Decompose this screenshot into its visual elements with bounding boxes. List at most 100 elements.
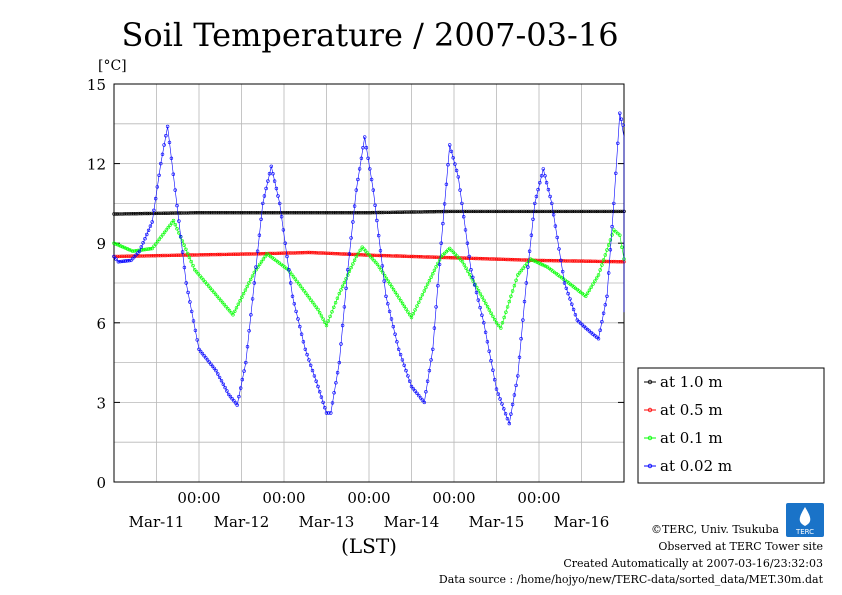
data-point [184,211,189,215]
data-point [142,211,146,216]
data-point [512,393,517,397]
data-point [289,281,293,285]
data-point [577,259,582,263]
data-point [342,252,347,256]
data-point [254,211,258,215]
data-point [224,252,229,257]
data-point [253,252,257,256]
data-point [340,284,345,288]
data-point [556,259,561,263]
footer-created: Created Automatically at 2007-03-16/23:3… [563,557,823,570]
data-point [427,210,431,214]
data-point [482,257,486,261]
data-point [504,310,508,314]
data-point [344,252,348,256]
data-point [242,252,247,256]
data-point [621,123,625,127]
data-point [465,241,470,245]
data-point [334,381,338,385]
terc-logo: TERC [786,503,824,537]
data-point [610,233,614,237]
data-point [315,211,320,215]
data-point [337,252,341,256]
data-point [351,211,355,215]
data-point [464,209,469,214]
data-point [301,211,306,215]
data-point [477,256,481,261]
data-point [539,174,544,178]
data-point [379,268,383,272]
data-point [292,302,296,306]
data-point [241,291,246,296]
data-point [181,211,185,215]
footer-copyright: ©TERC, Univ. Tsukuba [651,523,779,536]
data-point [614,171,618,176]
y-tick-label: 12 [87,156,106,174]
data-point [330,211,334,215]
data-point [445,209,449,214]
data-point [455,254,459,258]
data-point [608,238,613,242]
data-point [148,247,153,251]
data-point [233,309,237,313]
data-point [169,211,173,215]
data-point [191,319,196,323]
data-point [516,273,520,277]
data-point [505,305,510,309]
data-point [494,321,499,325]
data-point [314,305,318,309]
data-point [215,252,220,257]
data-point [425,255,430,259]
data-point [532,259,536,263]
data-point [620,209,624,214]
data-point [160,211,164,216]
data-point [321,211,325,215]
data-point [501,257,506,261]
data-point [471,275,475,279]
data-point [267,172,272,176]
data-point [505,417,510,421]
data-point [447,209,451,214]
data-point [346,268,350,272]
data-point [219,379,224,383]
data-point [362,247,366,251]
data-point [193,328,198,333]
data-point [165,211,169,215]
data-point [422,210,426,214]
data-point [570,302,574,306]
data-point [124,246,128,251]
data-point [618,209,623,214]
data-point [287,211,291,215]
data-point [475,209,479,214]
data-point [379,210,384,215]
data-point [389,317,394,321]
data-point [129,248,133,253]
data-point [588,209,593,214]
data-point [305,211,309,215]
data-point [517,355,522,359]
data-point [223,252,227,257]
data-point [453,252,457,256]
data-point [478,292,483,296]
data-point [441,209,446,214]
data-point [548,194,552,199]
data-point [267,251,271,256]
data-point [365,211,369,215]
data-point [248,211,253,215]
data-point [386,210,391,215]
data-point [540,263,545,267]
data-point [314,211,318,215]
data-point [164,228,169,232]
data-point [344,211,348,215]
legend-label: at 0.1 m [660,429,723,447]
data-point [404,307,408,311]
data-point [618,233,622,237]
data-point [517,271,522,275]
data-point [258,262,262,267]
data-point [231,252,236,256]
data-point [438,209,442,214]
data-point [487,349,491,353]
data-point [183,253,188,257]
x-tick-date-label: Mar-13 [299,513,355,531]
data-point [263,254,267,259]
